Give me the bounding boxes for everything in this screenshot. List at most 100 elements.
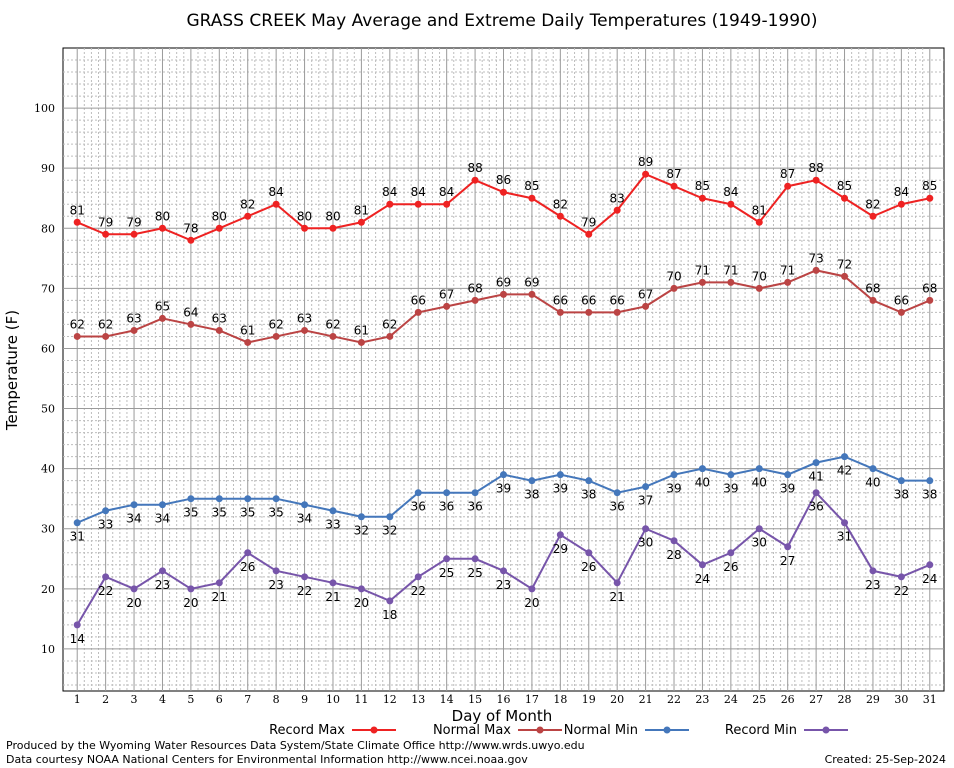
data-label: 71 [723, 263, 738, 277]
x-tick-label: 21 [639, 693, 653, 706]
data-label: 42 [837, 464, 852, 478]
data-point [301, 326, 309, 334]
x-tick-label: 12 [383, 693, 397, 706]
data-label: 33 [98, 518, 113, 532]
x-tick-label: 19 [582, 693, 596, 706]
data-point [386, 200, 394, 208]
data-point [187, 236, 195, 244]
data-point [272, 200, 280, 208]
data-point [698, 561, 706, 569]
data-point [158, 567, 166, 575]
data-point [642, 302, 650, 310]
data-point [897, 573, 905, 581]
series-layer: 81 79 79 80 78 80 82 84 80 80 81 84 84 84 88 86 85 82 79 83… [70, 155, 938, 646]
data-point [812, 266, 820, 274]
data-label: 26 [723, 560, 738, 574]
data-label: 22 [411, 584, 426, 598]
y-axis-ticks: 10 20 30 40 50 60 70 80 90 100 [34, 102, 55, 656]
data-label: 38 [524, 488, 539, 502]
legend-symbol-normal-max [518, 726, 562, 734]
data-point [443, 200, 451, 208]
x-axis-label: Day of Month [452, 707, 553, 725]
series-normal-max: 62 62 63 65 64 63 61 62 63 62 61 62 66 67 68 69 69 66 66 66… [70, 251, 937, 346]
legend-marker [536, 726, 544, 734]
data-point [130, 501, 138, 509]
legend-label-normal-max: Normal Max [433, 723, 511, 738]
data-label: 21 [212, 590, 227, 604]
data-point [471, 176, 479, 184]
data-label: 82 [865, 197, 880, 211]
y-tick-label: 50 [41, 403, 55, 416]
data-point [670, 284, 678, 292]
data-label: 35 [269, 506, 284, 520]
data-point [926, 194, 934, 202]
data-point [500, 290, 507, 298]
data-point [329, 224, 337, 232]
data-point [158, 501, 166, 509]
data-label: 86 [496, 173, 511, 187]
data-point [727, 471, 735, 479]
data-label: 26 [581, 560, 596, 574]
x-tick-label: 29 [866, 693, 880, 706]
data-point [500, 567, 507, 575]
data-label: 35 [183, 506, 198, 520]
data-point [187, 495, 195, 503]
x-tick-label: 27 [809, 693, 823, 706]
data-label: 85 [524, 179, 539, 193]
x-tick-label: 4 [159, 693, 166, 706]
y-tick-label: 40 [41, 463, 55, 476]
data-point [727, 278, 735, 286]
data-point [642, 483, 650, 491]
data-label: 38 [922, 488, 937, 502]
data-label: 21 [610, 590, 625, 604]
data-point [272, 567, 280, 575]
data-point [500, 471, 507, 479]
series-record-max: 81 79 79 80 78 80 82 84 80 80 81 84 84 84 88 86 85 82 79 83… [70, 155, 937, 244]
data-label: 18 [382, 608, 397, 622]
x-tick-label: 16 [497, 693, 511, 706]
x-tick-label: 3 [131, 693, 138, 706]
data-point [244, 212, 252, 220]
data-point [812, 459, 820, 467]
data-point [556, 308, 564, 316]
data-label: 35 [212, 506, 227, 520]
data-point [585, 549, 593, 557]
data-label: 36 [467, 500, 482, 514]
data-point [102, 332, 110, 340]
data-point [585, 477, 593, 485]
data-point [613, 579, 621, 587]
data-point [613, 489, 621, 497]
data-point [784, 182, 792, 190]
data-point [272, 332, 280, 340]
data-label: 20 [524, 596, 539, 610]
data-label: 37 [638, 494, 653, 508]
data-label: 88 [467, 161, 482, 175]
series-record-min: 14 22 20 23 20 21 26 23 22 21 20 18 22 25 25 23 20 29 26 21… [70, 489, 937, 646]
data-point [698, 278, 706, 286]
data-point [414, 489, 422, 497]
data-point [556, 531, 564, 539]
data-point [130, 585, 138, 593]
data-label: 61 [354, 323, 369, 337]
data-point [386, 332, 394, 340]
data-point [357, 513, 365, 521]
data-point [528, 585, 536, 593]
data-point [812, 489, 820, 497]
data-label: 82 [553, 197, 568, 211]
data-label: 32 [354, 524, 369, 538]
data-label: 69 [496, 275, 511, 289]
x-tick-label: 2 [102, 693, 109, 706]
data-label: 64 [183, 305, 198, 319]
data-label: 71 [695, 263, 710, 277]
x-tick-label: 26 [781, 693, 795, 706]
data-point [386, 513, 394, 521]
data-label: 34 [126, 512, 141, 526]
data-label: 31 [837, 530, 852, 544]
data-label: 23 [496, 578, 511, 592]
data-point [869, 296, 877, 304]
data-point [130, 326, 138, 334]
data-point [670, 471, 678, 479]
data-point [215, 495, 223, 503]
data-label: 25 [439, 566, 454, 580]
x-tick-label: 30 [894, 693, 908, 706]
